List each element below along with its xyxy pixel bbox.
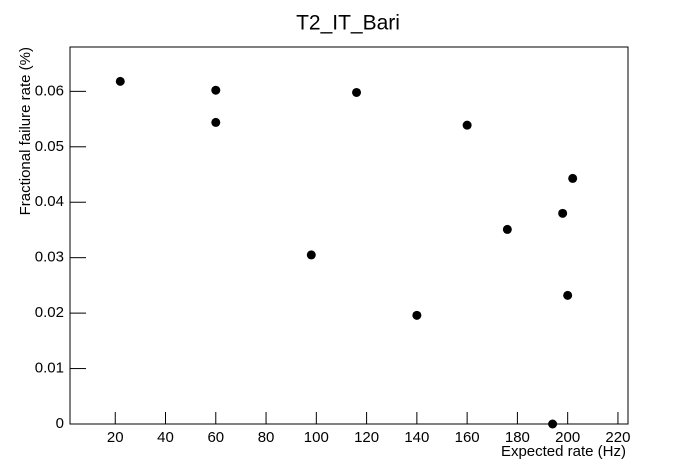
point	[211, 85, 221, 95]
point	[558, 208, 568, 218]
y-tick-label: 0.06	[35, 82, 64, 99]
y-tick-label: 0.03	[35, 249, 64, 266]
y-axis-label: Fractional failure rate (%)	[17, 47, 34, 215]
point	[306, 250, 316, 260]
x-tick-label: 160	[455, 429, 480, 446]
x-tick-label: 20	[107, 429, 124, 446]
y-tick-label: 0.05	[35, 138, 64, 155]
y-tick-label: 0.01	[35, 360, 64, 377]
plot-frame	[69, 46, 629, 425]
point	[462, 120, 472, 130]
y-tick-label: 0.04	[35, 193, 64, 210]
x-tick-label: 200	[555, 429, 580, 446]
point	[568, 173, 578, 183]
x-tick-label: 120	[354, 429, 379, 446]
point	[115, 76, 125, 86]
x-tick-label: 80	[258, 429, 275, 446]
x-tick-label: 100	[304, 429, 329, 446]
chart-title: T2_IT_Bari	[296, 12, 400, 35]
x-tick-label: 140	[404, 429, 429, 446]
x-tick-label: 220	[605, 429, 630, 446]
x-tick-label: 180	[505, 429, 530, 446]
point	[211, 117, 221, 127]
point	[548, 419, 558, 429]
x-tick-label: 60	[207, 429, 224, 446]
point	[352, 87, 362, 97]
x-axis-label: Expected rate (Hz)	[501, 443, 626, 460]
point	[412, 310, 422, 320]
point	[502, 224, 512, 234]
y-tick-label: 0.02	[35, 304, 64, 321]
point	[563, 290, 573, 300]
x-tick-label: 40	[157, 429, 174, 446]
y-tick-label: 0	[56, 415, 64, 432]
